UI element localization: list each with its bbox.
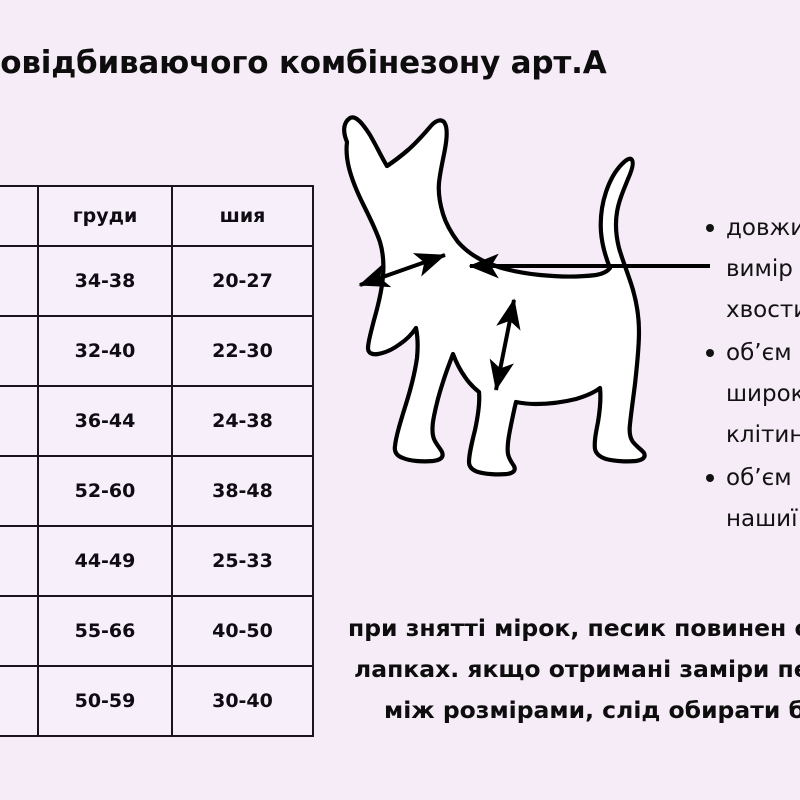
neck-measure-arrow: [358, 253, 446, 288]
note-line-2: лапках. якщо отримані заміри пе: [354, 655, 800, 683]
bullet-line: довжи: [726, 215, 800, 241]
chest-measure-arrow: [489, 298, 521, 391]
table-header-row: а груди шия: [0, 185, 314, 247]
table-row: 44-49 25-33: [0, 525, 314, 597]
page-title: тловідбиваючого комбінезону арт.А: [0, 45, 607, 81]
bullet-line: об’єм: [726, 465, 792, 491]
bullet-line: клітин: [726, 422, 800, 448]
bullet-line: нашиї: [726, 506, 798, 532]
list-item: об’єм нашиї: [700, 458, 800, 540]
list-item: довжи вимір хвости: [700, 208, 800, 331]
bullet-line: хвости: [726, 297, 800, 323]
cell-neck: 38-48: [171, 455, 314, 527]
cell-size: [0, 385, 39, 457]
cell-neck: 24-38: [171, 385, 314, 457]
cell-size: [0, 245, 39, 317]
bullet-line: вимір: [726, 256, 793, 282]
size-table: а груди шия 34-38 20-27 32-40 22-30 36-4…: [0, 185, 314, 737]
measurement-instructions-list: довжи вимір хвости об’єм широк клітин об…: [700, 208, 800, 542]
cell-size: [0, 595, 39, 667]
cell-neck: 25-33: [171, 525, 314, 597]
cell-neck: 22-30: [171, 315, 314, 387]
note-line-3: між розмірами, слід обирати б: [384, 696, 800, 724]
cell-chest: 50-59: [37, 665, 173, 737]
bullet-line: об’єм: [726, 340, 792, 366]
column-header-size: а: [0, 185, 39, 247]
list-item: об’єм широк клітин: [700, 333, 800, 456]
cell-chest: 52-60: [37, 455, 173, 527]
dog-diagram: [330, 100, 710, 610]
cell-neck: 40-50: [171, 595, 314, 667]
measurement-note: при знятті мірок, песик повинен с лапках…: [348, 608, 800, 731]
cell-chest: 44-49: [37, 525, 173, 597]
bullet-line: широк: [726, 381, 800, 407]
dog-body-outline: [342, 115, 647, 477]
cell-neck: 20-27: [171, 245, 314, 317]
column-header-chest: груди: [37, 185, 173, 247]
table-row: 34-38 20-27: [0, 245, 314, 317]
cell-neck: 30-40: [171, 665, 314, 737]
cell-chest: 55-66: [37, 595, 173, 667]
cell-size: [0, 525, 39, 597]
column-header-neck: шия: [171, 185, 314, 247]
note-line-1: при знятті мірок, песик повинен с: [348, 614, 800, 642]
cell-size: [0, 455, 39, 527]
cell-size: [0, 665, 39, 737]
table-row: 52-60 38-48: [0, 455, 314, 527]
cell-chest: 36-44: [37, 385, 173, 457]
table-row: 50-59 30-40: [0, 665, 314, 737]
table-row: 32-40 22-30: [0, 315, 314, 387]
cell-chest: 34-38: [37, 245, 173, 317]
table-row: 55-66 40-50: [0, 595, 314, 667]
cell-size: [0, 315, 39, 387]
table-row: 36-44 24-38: [0, 385, 314, 457]
cell-chest: 32-40: [37, 315, 173, 387]
